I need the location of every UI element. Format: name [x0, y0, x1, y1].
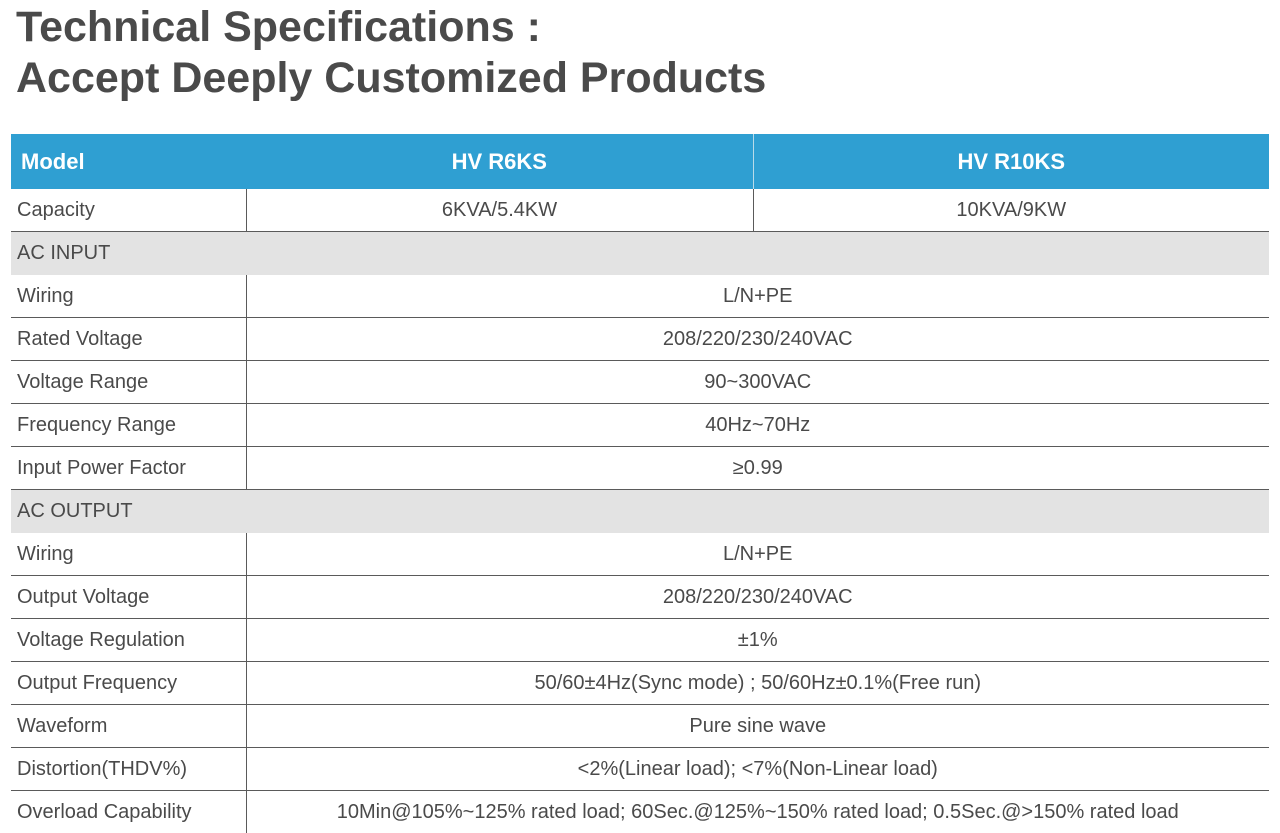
row-value: 40Hz~70Hz: [246, 404, 1269, 447]
row-label: Frequency Range: [11, 404, 246, 447]
section-title: AC OUTPUT: [11, 490, 1269, 534]
row-label: Wiring: [11, 275, 246, 318]
table-row: Rated Voltage 208/220/230/240VAC: [11, 318, 1269, 361]
page-title-line-1: Technical Specifications :: [16, 3, 541, 51]
table-row: Frequency Range 40Hz~70Hz: [11, 404, 1269, 447]
table-row: Output Voltage 208/220/230/240VAC: [11, 576, 1269, 619]
row-label: Voltage Range: [11, 361, 246, 404]
row-label: Rated Voltage: [11, 318, 246, 361]
row-value: 208/220/230/240VAC: [246, 576, 1269, 619]
model-header-hv-r6ks: HV R6KS: [246, 134, 753, 189]
row-value: L/N+PE: [246, 533, 1269, 576]
row-value: 10Min@105%~125% rated load; 60Sec.@125%~…: [246, 791, 1269, 833]
page-title: Technical Specifications : Accept Deeply…: [16, 2, 766, 104]
row-label: Wiring: [11, 533, 246, 576]
section-header-ac-output: AC OUTPUT: [11, 490, 1269, 534]
section-title: AC INPUT: [11, 232, 1269, 276]
table-row: Waveform Pure sine wave: [11, 705, 1269, 748]
model-header-label: Model: [11, 134, 246, 189]
row-value: ≥0.99: [246, 447, 1269, 490]
table-row: Capacity 6KVA/5.4KW 10KVA/9KW: [11, 189, 1269, 232]
table-row: Output Frequency 50/60±4Hz(Sync mode) ; …: [11, 662, 1269, 705]
row-label: Capacity: [11, 189, 246, 232]
row-label: Distortion(THDV%): [11, 748, 246, 791]
model-header-hv-r10ks: HV R10KS: [753, 134, 1269, 189]
capacity-value-hv-r6ks: 6KVA/5.4KW: [246, 189, 753, 232]
row-value: L/N+PE: [246, 275, 1269, 318]
table-row: Voltage Range 90~300VAC: [11, 361, 1269, 404]
capacity-value-hv-r10ks: 10KVA/9KW: [753, 189, 1269, 232]
row-label: Waveform: [11, 705, 246, 748]
row-value: 90~300VAC: [246, 361, 1269, 404]
table-row: Wiring L/N+PE: [11, 275, 1269, 318]
table-row: Voltage Regulation ±1%: [11, 619, 1269, 662]
row-value: 208/220/230/240VAC: [246, 318, 1269, 361]
table-row: Distortion(THDV%) <2%(Linear load); <7%(…: [11, 748, 1269, 791]
row-value: ±1%: [246, 619, 1269, 662]
table-row: Overload Capability 10Min@105%~125% rate…: [11, 791, 1269, 833]
table-header-row: Model HV R6KS HV R10KS: [11, 134, 1269, 189]
row-label: Input Power Factor: [11, 447, 246, 490]
row-label: Voltage Regulation: [11, 619, 246, 662]
row-value: <2%(Linear load); <7%(Non-Linear load): [246, 748, 1269, 791]
row-label: Output Voltage: [11, 576, 246, 619]
page-title-line-2: Accept Deeply Customized Products: [16, 54, 766, 102]
table-row: Input Power Factor ≥0.99: [11, 447, 1269, 490]
row-value: 50/60±4Hz(Sync mode) ; 50/60Hz±0.1%(Free…: [246, 662, 1269, 705]
table-row: Wiring L/N+PE: [11, 533, 1269, 576]
row-label: Output Frequency: [11, 662, 246, 705]
spec-table: Model HV R6KS HV R10KS Capacity 6KVA/5.4…: [11, 134, 1269, 833]
section-header-ac-input: AC INPUT: [11, 232, 1269, 276]
row-value: Pure sine wave: [246, 705, 1269, 748]
row-label: Overload Capability: [11, 791, 246, 833]
